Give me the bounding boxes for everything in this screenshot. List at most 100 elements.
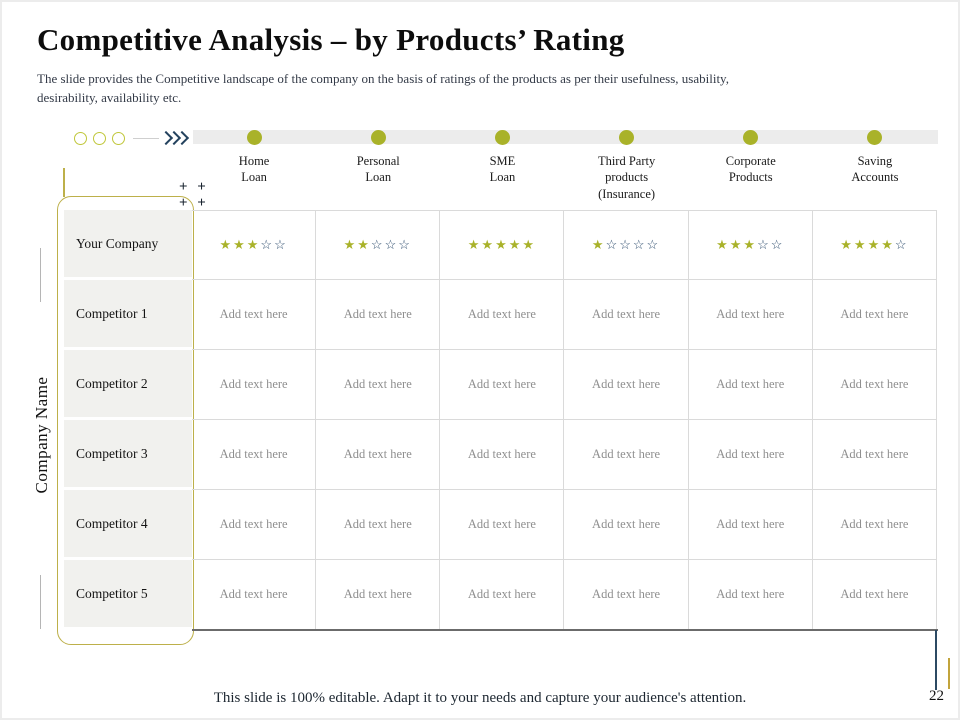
placeholder-cell[interactable]: Add text here — [440, 560, 565, 630]
placeholder-cell[interactable]: Add text here — [564, 490, 689, 560]
star-empty-icon: ☆ — [370, 237, 385, 252]
placeholder-cell[interactable]: Add text here — [688, 420, 813, 490]
placeholder-cell[interactable]: Add text here — [564, 350, 689, 420]
column-header: SME Loan — [489, 154, 516, 185]
star-filled-icon: ★ — [467, 237, 482, 252]
placeholder-cell[interactable]: Add text here — [440, 420, 565, 490]
placeholder-cell[interactable]: Add text here — [316, 490, 441, 560]
star-filled-icon: ★ — [867, 237, 882, 252]
circle-icon — [93, 131, 106, 145]
placeholder-cell[interactable]: Add text here — [192, 280, 317, 350]
star-empty-icon: ☆ — [757, 237, 771, 252]
star-empty-icon: ☆ — [770, 237, 785, 252]
subtitle: The slide provides the Competitive lands… — [37, 71, 729, 105]
placeholder-cell[interactable]: Add text here — [688, 560, 813, 630]
placeholder-cell[interactable]: Add text here — [440, 490, 565, 560]
placeholder-cell[interactable]: Add text here — [192, 490, 317, 560]
star-empty-icon: ☆ — [632, 237, 647, 252]
column-header: Personal Loan — [356, 154, 400, 185]
footer-note: This slide is 100% editable. Adapt it to… — [213, 690, 747, 706]
column-header: Corporate Products — [725, 154, 776, 185]
circle-icon — [74, 131, 87, 145]
star-filled-icon: ★ — [729, 237, 744, 252]
circle-icon — [112, 131, 125, 145]
page-number: 22 — [929, 688, 944, 704]
timeline-dot-icon — [743, 130, 759, 145]
placeholder-cell[interactable]: Add text here — [316, 280, 441, 350]
placeholder-cell[interactable]: Add text here — [812, 560, 937, 630]
star-filled-icon: ★ — [881, 237, 895, 252]
star-filled-icon: ★ — [481, 237, 496, 252]
rating-cell: ★ ★ ☆ ☆ ☆ — [316, 210, 441, 280]
placeholder-cell[interactable]: Add text here — [688, 350, 813, 420]
star-empty-icon: ☆ — [646, 237, 661, 252]
timeline-bar — [193, 130, 938, 144]
corner-accent-gold — [948, 658, 950, 689]
star-filled-icon: ★ — [219, 237, 234, 252]
placeholder-cell[interactable]: Add text here — [192, 350, 317, 420]
column-headers: Home Loan Personal Loan SME Loan Third Part… — [192, 153, 937, 202]
placeholder-cell[interactable]: Add text here — [192, 420, 317, 490]
star-filled-icon: ★ — [246, 237, 261, 252]
timeline-dot-icon — [246, 130, 262, 145]
star-empty-icon: ☆ — [605, 237, 620, 252]
star-empty-icon: ☆ — [398, 237, 412, 252]
star-filled-icon: ★ — [343, 237, 358, 252]
placeholder-cell[interactable]: Add text here — [812, 420, 937, 490]
star-filled-icon: ★ — [522, 237, 537, 252]
placeholder-cell[interactable]: Add text here — [812, 350, 937, 420]
placeholder-cell[interactable]: Add text here — [316, 350, 441, 420]
star-empty-icon: ☆ — [894, 237, 909, 252]
star-filled-icon: ★ — [743, 237, 758, 252]
row-label: Your Company — [64, 210, 192, 280]
star-filled-icon: ★ — [508, 237, 523, 252]
star-filled-icon: ★ — [233, 237, 247, 252]
bracket-tail-line — [63, 168, 65, 197]
placeholder-cell[interactable]: Add text here — [564, 420, 689, 490]
rating-cell: ★ ☆ ☆ ☆ ☆ — [564, 210, 689, 280]
star-filled-icon: ★ — [591, 237, 606, 252]
placeholder-cell[interactable]: Add text here — [440, 350, 565, 420]
table-bottom-border — [192, 629, 938, 631]
placeholder-cell[interactable]: Add text here — [316, 420, 441, 490]
decor-row — [74, 130, 209, 146]
placeholder-cell[interactable]: Add text here — [688, 490, 813, 560]
placeholder-cell[interactable]: Add text here — [812, 280, 937, 350]
side-divider-line — [40, 575, 41, 629]
company-name-label: Company Name — [32, 376, 51, 494]
placeholder-cell[interactable]: Add text here — [440, 280, 565, 350]
row-label: Competitor 5 — [64, 560, 192, 630]
timeline-dot-icon — [370, 130, 386, 145]
placeholder-cell[interactable]: Add text here — [564, 560, 689, 630]
timeline-dot-icon — [867, 130, 883, 145]
row-label: Competitor 2 — [64, 350, 192, 420]
star-filled-icon: ★ — [840, 237, 854, 252]
page-title: Competitive Analysis – by Products’ Rati… — [37, 22, 625, 57]
rating-cell: ★ ★ ★ ★ ★ — [440, 210, 565, 280]
column-header: Third Party products (Insurance) — [597, 154, 656, 201]
label-column-bracket — [57, 196, 194, 645]
star-filled-icon: ★ — [495, 237, 509, 252]
timeline-dot-icon — [619, 130, 635, 145]
star-filled-icon: ★ — [716, 237, 730, 252]
placeholder-cell[interactable]: Add text here — [688, 280, 813, 350]
comparison-table: Your Company ★ ★ ★ ☆ ☆ ★ ★ ☆ ☆ ☆ ★ ★ ★ ★ ★ ★ ☆ ☆ ☆ ☆ ★ ★ ★ ☆ ☆ ★ ★ ★… — [64, 210, 937, 630]
corner-accent-navy — [935, 630, 937, 690]
column-header: Saving Accounts — [851, 154, 899, 185]
placeholder-cell[interactable]: Add text here — [812, 490, 937, 560]
column-header: Home Loan — [238, 154, 270, 185]
side-divider-line — [40, 248, 41, 302]
star-empty-icon: ☆ — [274, 237, 288, 252]
timeline-dot-icon — [494, 130, 510, 145]
placeholder-cell[interactable]: Add text here — [192, 560, 317, 630]
star-filled-icon: ★ — [357, 237, 371, 252]
star-filled-icon: ★ — [853, 237, 868, 252]
placeholder-cell[interactable]: Add text here — [316, 560, 441, 630]
row-label: Competitor 4 — [64, 490, 192, 560]
rating-cell: ★ ★ ★ ☆ ☆ — [688, 210, 813, 280]
placeholder-cell[interactable]: Add text here — [564, 280, 689, 350]
rating-cell: ★ ★ ★ ☆ ☆ — [192, 210, 317, 280]
connector-line — [133, 137, 159, 139]
rating-cell: ★ ★ ★ ★ ☆ — [812, 210, 937, 280]
